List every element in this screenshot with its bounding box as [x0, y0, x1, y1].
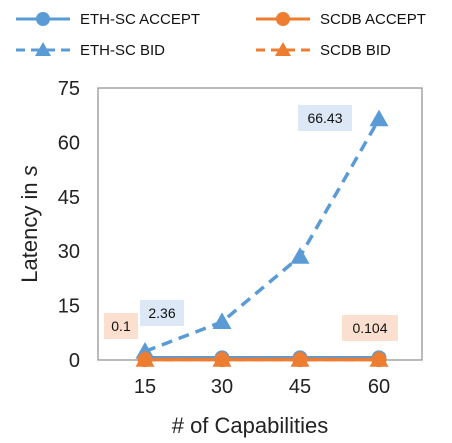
x-tick-label: 45: [289, 376, 311, 398]
series-line-eth-sc-bid: [144, 118, 381, 354]
data-point-eth-sc-bid: [212, 312, 232, 330]
y-tick-label: 30: [58, 241, 80, 263]
y-tick-label: 45: [58, 187, 80, 209]
data-label: 2.36: [148, 305, 175, 321]
x-tick-label: 30: [211, 376, 233, 398]
callouts: 0.1 2.36 66.43 0.104: [104, 105, 398, 341]
data-label-box: [140, 300, 184, 326]
data-point-scdb-bid: [135, 350, 155, 367]
x-tick-label: 60: [368, 376, 390, 398]
y-tick-label: 0: [69, 350, 80, 372]
y-tick-label: 15: [58, 296, 80, 318]
legend-label-eth-sc-accept: ETH-SC ACCEPT: [80, 11, 200, 28]
y-axis-ticks: 0 15 30 45 60 75: [58, 78, 80, 372]
legend-marker-eth-sc-bid: [35, 42, 51, 56]
data-point-eth-sc-bid: [290, 247, 310, 264]
legend-label-scdb-bid: SCDB BID: [320, 42, 391, 59]
data-point-scdb-bid: [290, 350, 310, 367]
data-label: 66.43: [307, 110, 342, 126]
y-tick-label: 75: [58, 78, 80, 100]
data-label-box: [342, 315, 398, 341]
data-point-scdb-bid: [369, 350, 389, 367]
legend-marker-scdb-accept: [276, 12, 290, 26]
legend-item-scdb-accept: SCDB ACCEPT: [256, 11, 426, 28]
data-point-eth-sc-bid: [369, 109, 389, 127]
legend-item-scdb-bid: SCDB BID: [256, 42, 391, 59]
data-label-box: [104, 313, 138, 339]
data-point-scdb-bid: [212, 350, 232, 367]
legend-item-eth-sc-bid: ETH-SC BID: [16, 42, 165, 59]
data-label-box: [298, 105, 352, 131]
x-tick-label: 15: [134, 376, 156, 398]
data-label: 0.104: [352, 320, 387, 336]
x-axis-title: # of Capabilities: [172, 413, 329, 438]
y-tick-label: 60: [58, 132, 80, 154]
legend-item-eth-sc-accept: ETH-SC ACCEPT: [16, 11, 200, 28]
series-markers: [135, 109, 389, 368]
data-label: 0.1: [111, 318, 131, 334]
series-lines: [144, 118, 381, 362]
legend-label-scdb-accept: SCDB ACCEPT: [320, 11, 426, 28]
legend-label-eth-sc-bid: ETH-SC BID: [80, 42, 165, 59]
y-axis-title: Latency in s: [17, 165, 42, 282]
legend-marker-scdb-bid: [275, 42, 291, 56]
legend-marker-eth-sc-accept: [36, 12, 50, 26]
x-axis-ticks: 15 30 45 60: [134, 376, 390, 398]
legend: ETH-SC ACCEPT SCDB ACCEPT ETH-SC BID SCD…: [16, 11, 426, 59]
